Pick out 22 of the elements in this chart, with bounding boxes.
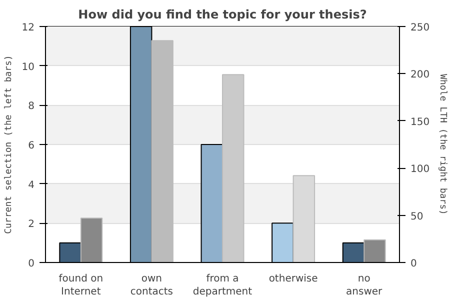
x-tick-label: from a department — [192, 274, 252, 298]
y-axis-title: Current selection (the left bars) — [4, 55, 14, 234]
y-tick-label: 0 — [28, 258, 35, 270]
y2-tick-label: 150 — [410, 116, 430, 128]
x-tick-label: no answer — [346, 274, 384, 298]
y-tick-label: 12 — [22, 22, 35, 34]
chart-title: How did you find the topic for your thesis? — [78, 8, 367, 22]
x-tick-label: found on Internet — [58, 274, 104, 298]
y-tick-label: 2 — [28, 219, 35, 230]
y-tick-label: 4 — [28, 180, 35, 191]
y-tick-label: 10 — [22, 62, 35, 73]
y2-tick-label: 50 — [410, 211, 424, 222]
x-tick-label: own contacts — [130, 274, 174, 298]
x-tick-label: otherwise — [268, 274, 318, 284]
y2-tick-label: 0 — [410, 258, 417, 270]
y2-tick-label: 100 — [410, 164, 430, 176]
y-tick-label: 6 — [28, 140, 35, 152]
y2-tick-label: 250 — [410, 22, 430, 34]
y2-axis-title: Whole LTH (the right bars) — [438, 74, 448, 215]
y2-tick-label: 200 — [410, 70, 430, 81]
bar — [80, 218, 103, 262]
y-tick-label: 8 — [28, 101, 35, 112]
